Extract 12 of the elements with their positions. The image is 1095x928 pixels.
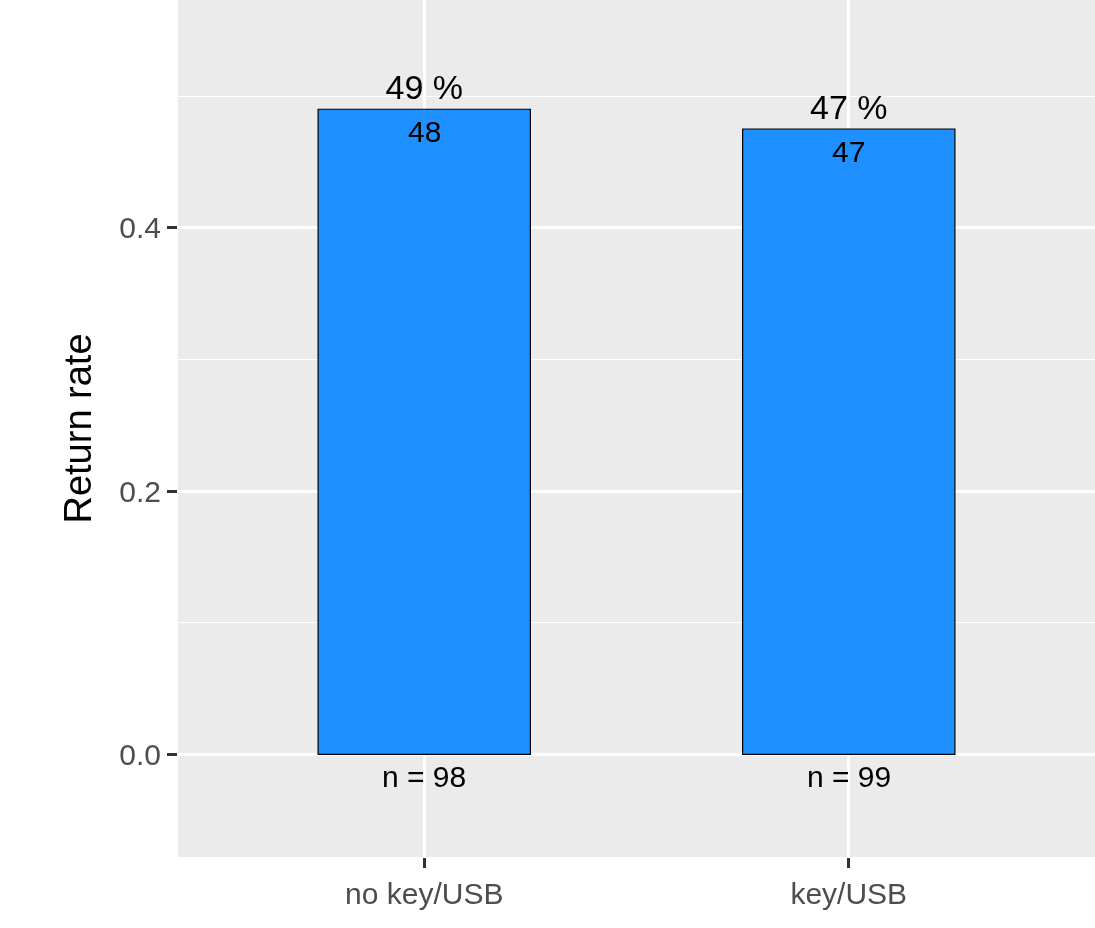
y-axis-title: Return rate [57, 333, 100, 524]
annotation: n = 98 [382, 760, 467, 793]
annotation: 48 [408, 115, 442, 148]
y-tick-label: 0.0 [119, 737, 161, 771]
x-tick-label: no key/USB [345, 877, 504, 910]
annotation: n = 99 [807, 760, 892, 793]
y-tick-label: 0.4 [119, 211, 161, 245]
y-tick-label: 0.2 [119, 474, 161, 508]
x-tick-label: key/USB [790, 877, 908, 910]
data-label: 47 % [810, 88, 888, 127]
annotation: 47 [832, 135, 866, 168]
data-label: 49 % [385, 68, 463, 107]
